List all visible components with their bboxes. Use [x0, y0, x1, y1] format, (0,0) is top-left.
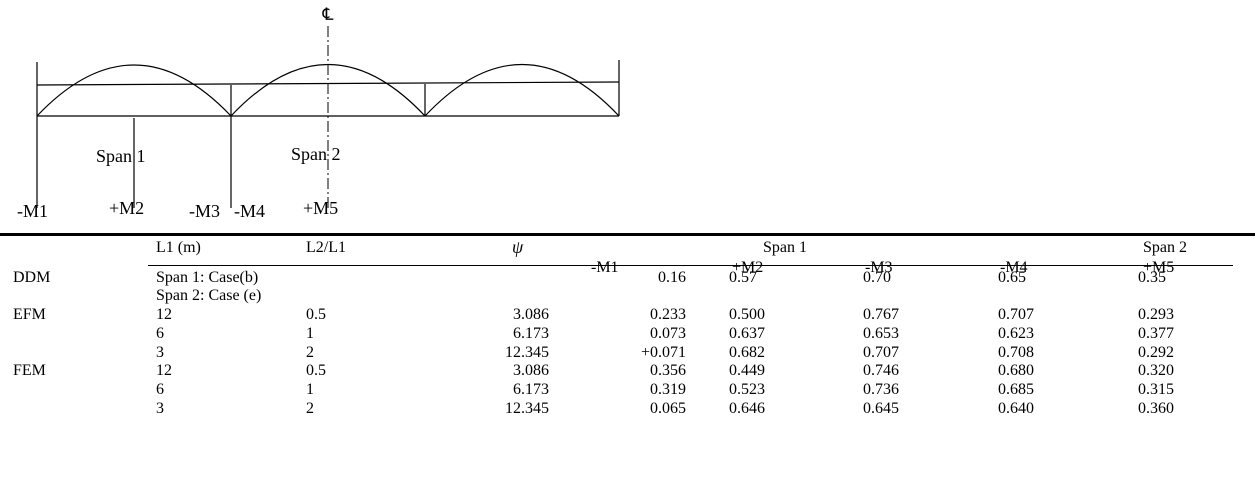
header-psi: ψ — [512, 237, 524, 257]
fem-r1-m3: 0.746 — [863, 362, 899, 379]
ddm-m3: 0.70 — [863, 269, 891, 286]
efm-r3-psi: 12.345 — [505, 344, 549, 361]
ddm-case-span-1: Span 1: Case(b) — [156, 269, 259, 286]
row-label-efm: EFM — [13, 306, 46, 323]
fem-r1-ratio: 0.5 — [306, 362, 326, 379]
header-m5: +M5 — [1143, 259, 1175, 276]
ddm-m2: 0.57 — [729, 269, 757, 286]
fem-r3-m4: 0.640 — [998, 400, 1034, 417]
arc-span-3 — [424, 63, 620, 117]
efm-r3-L1: 3 — [156, 344, 164, 361]
ddm-m5: 0.35 — [1138, 269, 1166, 286]
ddm-m4: 0.65 — [998, 269, 1026, 286]
efm-r1-L1: 12 — [156, 306, 172, 323]
centerline-symbol: ℄ — [322, 5, 334, 24]
fem-r3-ratio: 2 — [306, 400, 314, 417]
fem-r2-m2: 0.523 — [729, 381, 765, 398]
efm-r1-m4: 0.707 — [998, 306, 1034, 323]
fem-r3-m1: 0.065 — [650, 400, 686, 417]
efm-r2-L1: 6 — [156, 325, 164, 342]
fem-r2-L1: 6 — [156, 381, 164, 398]
efm-r2-psi: 6.173 — [513, 325, 549, 342]
efm-r2-m2: 0.637 — [729, 325, 765, 342]
efm-r3-m4: 0.708 — [998, 344, 1034, 361]
fem-r2-m3: 0.736 — [863, 381, 899, 398]
span-2-label: Span 2 — [291, 144, 341, 164]
efm-r3-m2: 0.682 — [729, 344, 765, 361]
fem-r3-m2: 0.646 — [729, 400, 765, 417]
efm-r1-m2: 0.500 — [729, 306, 765, 323]
efm-r3-m1: +0.071 — [640, 344, 686, 361]
fem-r1-m1: 0.356 — [650, 362, 686, 379]
header-m4: -M4 — [1000, 259, 1028, 276]
span-1-label: Span 1 — [96, 146, 146, 166]
header-span-2: Span 2 — [1143, 239, 1187, 256]
moment-label-m4: -M4 — [234, 201, 265, 221]
fem-r2-psi: 6.173 — [513, 381, 549, 398]
fem-r2-m4: 0.685 — [998, 381, 1034, 398]
header-ratio: L2/L1 — [306, 239, 346, 256]
efm-r2-m5: 0.377 — [1138, 325, 1174, 342]
fem-r2-m5: 0.315 — [1138, 381, 1174, 398]
arc-span-1 — [36, 64, 232, 117]
fem-r1-m2: 0.449 — [729, 362, 765, 379]
moment-label-m3: -M3 — [189, 201, 220, 221]
ddm-case-span-2: Span 2: Case (e) — [156, 287, 262, 304]
moment-label-m2: +M2 — [109, 198, 144, 218]
fem-r3-psi: 12.345 — [505, 400, 549, 417]
beam-moment-diagram: ℄ Span 1 Span 2 -M1 +M2 -M3 -M4 +M5 — [17, 5, 620, 221]
fem-r1-m4: 0.680 — [998, 362, 1034, 379]
efm-r3-ratio: 2 — [306, 344, 314, 361]
fem-r1-psi: 3.086 — [513, 362, 549, 379]
row-label-ddm: DDM — [13, 269, 51, 286]
moment-label-m1: -M1 — [17, 201, 48, 221]
table-header-rule — [148, 265, 1233, 266]
efm-r1-m1: 0.233 — [650, 306, 686, 323]
efm-r1-m3: 0.767 — [863, 306, 899, 323]
efm-r3-m3: 0.707 — [863, 344, 899, 361]
efm-r2-m4: 0.623 — [998, 325, 1034, 342]
ddm-m1: 0.16 — [658, 269, 686, 286]
header-m3: -M3 — [865, 259, 893, 276]
header-m2: +M2 — [732, 259, 764, 276]
fem-r2-ratio: 1 — [306, 381, 314, 398]
fem-r3-L1: 3 — [156, 400, 164, 417]
header-span-1: Span 1 — [763, 239, 807, 256]
table-top-rule — [0, 233, 1255, 236]
efm-r3-m5: 0.292 — [1138, 344, 1174, 361]
fem-r1-L1: 12 — [156, 362, 172, 379]
efm-r1-psi: 3.086 — [513, 306, 549, 323]
header-L1: L1 (m) — [156, 239, 201, 256]
fem-r3-m5: 0.360 — [1138, 400, 1174, 417]
row-label-fem: FEM — [13, 362, 46, 379]
fem-r1-m5: 0.320 — [1138, 362, 1174, 379]
fem-r2-m1: 0.319 — [650, 381, 686, 398]
header-m1: -M1 — [591, 259, 619, 276]
efm-r2-m3: 0.653 — [863, 325, 899, 342]
moment-label-m5: +M5 — [303, 198, 338, 218]
moment-section-markers — [36, 116, 232, 208]
efm-r2-m1: 0.073 — [650, 325, 686, 342]
fem-r3-m3: 0.645 — [863, 400, 899, 417]
efm-r1-ratio: 0.5 — [306, 306, 326, 323]
efm-r2-ratio: 1 — [306, 325, 314, 342]
efm-r1-m5: 0.293 — [1138, 306, 1174, 323]
